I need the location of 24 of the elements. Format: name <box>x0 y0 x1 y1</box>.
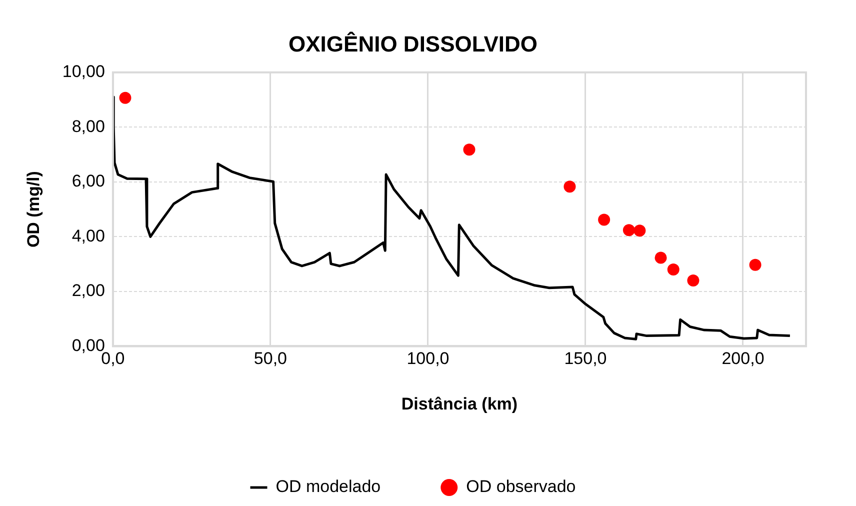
point <box>749 258 762 271</box>
x-tick-label: 50,0 <box>254 349 287 368</box>
point <box>687 274 700 286</box>
point <box>622 224 635 236</box>
point <box>634 224 646 237</box>
y-tick-label: 4,00 <box>72 226 105 246</box>
point <box>564 180 576 193</box>
y-tick-label: 2,00 <box>72 281 105 300</box>
y-tick-label: 8,00 <box>72 116 105 136</box>
x-tick-label: 200,0 <box>722 349 764 368</box>
point <box>119 92 132 104</box>
point <box>667 264 680 276</box>
y-tick-label: 10,00 <box>62 62 105 82</box>
legend-label: OD observado <box>466 477 576 496</box>
point <box>598 214 610 226</box>
x-tick-label: 150,0 <box>564 349 607 368</box>
point <box>654 252 667 264</box>
x-axis-title: Distância (km) <box>401 394 518 414</box>
y-axis-title: OD (mg/l) <box>24 171 43 248</box>
chart-title: OXIGÊNIO DISSOLVIDO <box>288 31 538 56</box>
x-tick-label: 100,0 <box>406 349 450 368</box>
legend-label: OD modelado <box>276 477 381 496</box>
y-tick-label: 6,00 <box>72 172 105 191</box>
point <box>463 144 476 156</box>
